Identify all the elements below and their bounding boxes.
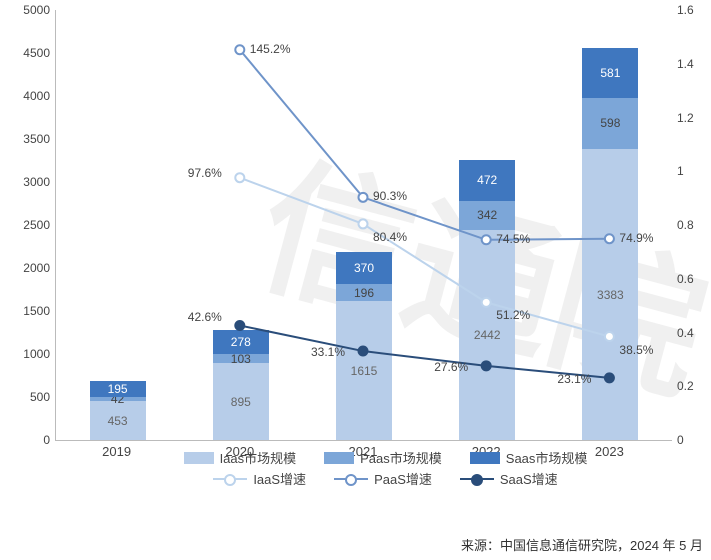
legend-saas-bar: Saas市场规模 — [470, 448, 588, 467]
line-label-iaas_growth: 38.5% — [619, 343, 653, 357]
legend-iaas-bar: Iaas市场规模 — [184, 448, 297, 467]
y-right-tick: 0.6 — [677, 272, 711, 286]
bar-label-iaas: 453 — [108, 414, 128, 428]
bar-label-paas: 196 — [354, 286, 374, 300]
bar-label-iaas: 895 — [231, 395, 251, 409]
y-right-tick: 0.2 — [677, 379, 711, 393]
legend-label: Paas市场规模 — [360, 448, 442, 467]
bar-label-iaas: 2442 — [474, 328, 501, 342]
legend-paas-line: PaaS增速 — [334, 469, 432, 488]
line-label-saas_growth: 23.1% — [557, 372, 591, 386]
y-right-tick: 1.4 — [677, 57, 711, 71]
bar-label-paas: 598 — [600, 116, 620, 130]
legend-saas-line: SaaS增速 — [460, 469, 558, 488]
y-right-tick: 0.4 — [677, 326, 711, 340]
line-label-iaas_growth: 97.6% — [188, 166, 222, 180]
line-label-saas_growth: 27.6% — [434, 360, 468, 374]
line-label-paas_growth: 90.3% — [373, 189, 407, 203]
legend-paas-bar: Paas市场规模 — [324, 448, 442, 467]
y-left-tick: 1000 — [0, 347, 50, 361]
legend-row-lines: IaaS增速 PaaS增速 SaaS增速 — [80, 469, 691, 488]
bar-label-saas: 370 — [354, 261, 374, 275]
y-right-tick: 1.2 — [677, 111, 711, 125]
bar-label-saas: 278 — [231, 335, 251, 349]
line-label-paas_growth: 145.2% — [250, 42, 291, 56]
y-left-tick: 5000 — [0, 3, 50, 17]
legend-label: SaaS增速 — [500, 469, 558, 488]
legend-label: PaaS增速 — [374, 469, 432, 488]
y-left-tick: 2000 — [0, 261, 50, 275]
chart-container: { "chart": { "type": "bar+line", "catego… — [0, 0, 711, 560]
y-left-tick: 1500 — [0, 304, 50, 318]
legend: Iaas市场规模 Paas市场规模 Saas市场规模 IaaS增速 PaaS增速… — [80, 448, 691, 490]
source-text: 来源：中国信息通信研究院，2024 年 5 月 — [461, 535, 703, 554]
y-right-tick: 1 — [677, 164, 711, 178]
y-left-tick: 3000 — [0, 175, 50, 189]
y-left-tick: 0 — [0, 433, 50, 447]
line-label-paas_growth: 74.5% — [496, 232, 530, 246]
bar-label-saas: 472 — [477, 173, 497, 187]
line-label-saas_growth: 42.6% — [188, 310, 222, 324]
y-right-tick: 0 — [677, 433, 711, 447]
bar-label-iaas: 3383 — [597, 288, 624, 302]
y-left-tick: 500 — [0, 390, 50, 404]
y-right-tick: 0.8 — [677, 218, 711, 232]
legend-label: IaaS增速 — [253, 469, 306, 488]
legend-row-bars: Iaas市场规模 Paas市场规模 Saas市场规模 — [80, 448, 691, 467]
line-label-paas_growth: 74.9% — [619, 231, 653, 245]
legend-iaas-line: IaaS增速 — [213, 469, 306, 488]
line-label-saas_growth: 33.1% — [311, 345, 345, 359]
legend-label: Iaas市场规模 — [220, 448, 297, 467]
y-left-tick: 4000 — [0, 89, 50, 103]
line-label-iaas_growth: 80.4% — [373, 230, 407, 244]
bar-label-saas: 581 — [600, 66, 620, 80]
bar-label-iaas: 1615 — [351, 364, 378, 378]
bar-label-paas: 342 — [477, 208, 497, 222]
y-left-tick: 3500 — [0, 132, 50, 146]
line-label-iaas_growth: 51.2% — [496, 308, 530, 322]
legend-label: Saas市场规模 — [506, 448, 588, 467]
bar-label-saas: 195 — [108, 382, 128, 396]
y-left-tick: 2500 — [0, 218, 50, 232]
y-right-tick: 1.6 — [677, 3, 711, 17]
y-left-tick: 4500 — [0, 46, 50, 60]
